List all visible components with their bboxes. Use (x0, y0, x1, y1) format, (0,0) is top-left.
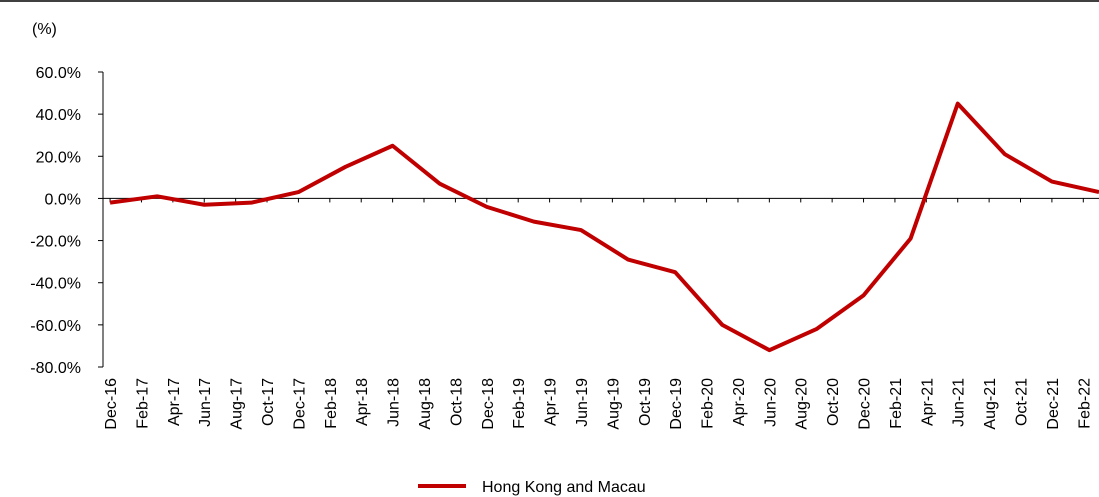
x-tick-label: Feb-19 (511, 378, 528, 429)
x-tick-label: Jun-19 (574, 378, 591, 427)
y-tick-label: -40.0% (30, 276, 81, 293)
x-tick-label: Dec-16 (103, 378, 120, 430)
x-tick-label: Aug-18 (417, 378, 434, 430)
x-tick-label: Apr-17 (166, 378, 183, 426)
y-tick-label: -20.0% (30, 234, 81, 251)
x-tick-label: Oct-21 (1014, 378, 1031, 426)
y-tick-label: 60.0% (36, 65, 81, 82)
x-tick-label: Jun-20 (762, 378, 779, 427)
x-tick-label: Apr-19 (543, 378, 560, 426)
x-tick-label: Aug-19 (605, 378, 622, 430)
y-unit-label: (%) (32, 21, 57, 38)
legend-label: Hong Kong and Macau (482, 479, 646, 496)
x-tick-label: Dec-21 (1045, 378, 1062, 430)
y-tick-label: -60.0% (30, 318, 81, 335)
x-tick-label: Feb-17 (134, 378, 151, 429)
x-tick-label: Feb-20 (700, 378, 717, 429)
x-tick-label: Dec-19 (668, 378, 685, 430)
x-tick-label: Dec-17 (291, 378, 308, 430)
x-tick-label: Dec-20 (857, 378, 874, 430)
x-tick-label: Apr-21 (919, 378, 936, 426)
x-tick-label: Aug-21 (982, 378, 999, 430)
x-tick-label: Aug-17 (229, 378, 246, 430)
x-tick-label: Aug-20 (794, 378, 811, 430)
x-tick-label: Apr-20 (731, 378, 748, 426)
y-tick-label: 0.0% (45, 191, 81, 208)
x-tick-label: Feb-22 (1076, 378, 1093, 429)
x-tick-label: Jun-21 (951, 378, 968, 427)
y-tick-label: 20.0% (36, 149, 81, 166)
x-tick-label: Apr-18 (354, 378, 371, 426)
x-tick-label: Jun-17 (197, 378, 214, 427)
y-tick-label: -80.0% (30, 360, 81, 377)
x-tick-label: Dec-18 (480, 378, 497, 430)
x-tick-label: Oct-17 (260, 378, 277, 426)
x-tick-label: Jun-18 (386, 378, 403, 427)
data-line (109, 101, 1099, 353)
x-tick-label: Oct-20 (825, 378, 842, 426)
x-tick-label: Oct-18 (448, 378, 465, 426)
y-tick-label: 40.0% (36, 107, 81, 124)
x-tick-label: Oct-19 (637, 378, 654, 426)
x-tick-label: Feb-18 (323, 378, 340, 429)
x-tick-label: Feb-21 (888, 378, 905, 429)
